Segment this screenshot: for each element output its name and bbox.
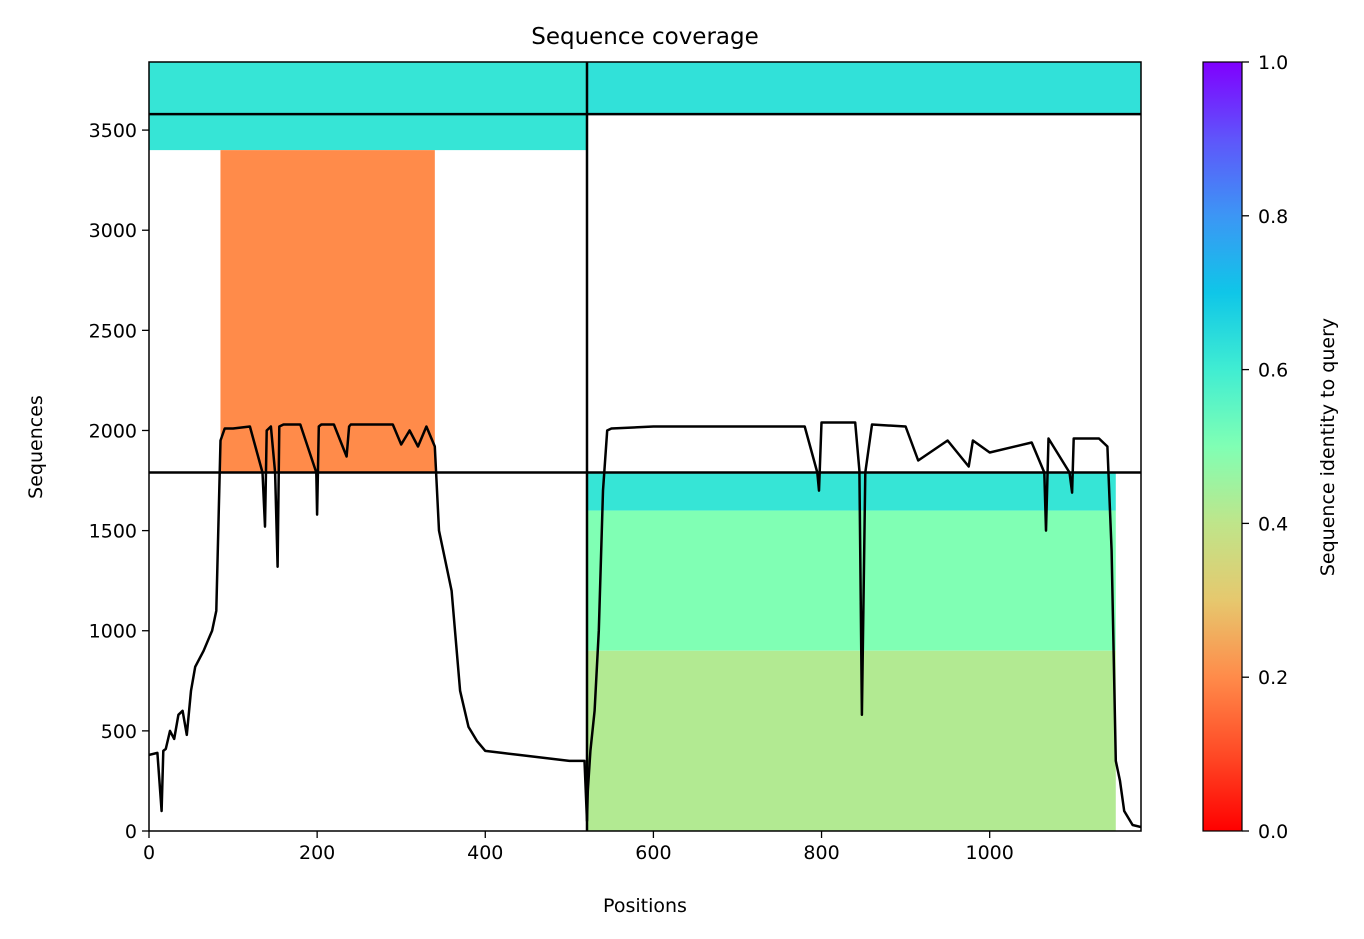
colorbar-tick-label: 0.8 (1258, 206, 1288, 228)
x-tick-label: 800 (803, 842, 839, 864)
y-tick-label: 2000 (89, 420, 137, 442)
y-axis-ticks: 0 500 1000 1500 2000 2500 3000 3500 (89, 120, 149, 843)
y-tick-label: 1000 (89, 621, 137, 643)
y-tick-label: 0 (125, 821, 137, 843)
x-tick-label: 0 (143, 842, 155, 864)
colorbar-tick-label: 0.0 (1258, 821, 1288, 843)
divider-lines (149, 62, 1141, 831)
coverage-block-top-right (586, 62, 1141, 115)
colorbar-ticks: 0.0 0.2 0.4 0.6 0.8 1.0 (1242, 52, 1288, 843)
coverage-line (149, 421, 1141, 829)
y-tick-label: 3000 (89, 220, 137, 242)
colorbar-tick-label: 1.0 (1258, 52, 1288, 74)
colorbar-tick-label: 0.6 (1258, 360, 1288, 382)
y-tick-label: 3500 (89, 120, 137, 142)
colorbar-tick-label: 0.2 (1258, 667, 1288, 689)
coverage-block-bottom-right (586, 510, 1116, 651)
x-axis-label: Positions (603, 895, 687, 917)
plot-area (149, 62, 1141, 831)
x-tick-label: 600 (635, 842, 671, 864)
x-tick-label: 1000 (965, 842, 1013, 864)
colorbar (1202, 61, 1243, 832)
x-axis-ticks: 0 200 400 600 800 1000 (143, 831, 1014, 864)
coverage-block-bottom-right (586, 650, 1116, 831)
coverage-block-middle-left (220, 150, 435, 473)
plot-frame (148, 61, 1142, 832)
chart-title: Sequence coverage (531, 24, 759, 50)
coverage-block-bottom-right (586, 472, 1116, 511)
y-tick-label: 500 (101, 721, 137, 743)
x-tick-label: 200 (299, 842, 335, 864)
colorbar-tick-label: 0.4 (1258, 513, 1288, 535)
x-tick-label: 400 (467, 842, 503, 864)
y-axis-label: Sequences (25, 395, 47, 499)
y-tick-label: 1500 (89, 521, 137, 543)
y-tick-label: 2500 (89, 320, 137, 342)
coverage-block-top-left (149, 114, 587, 151)
coverage-block-top-left (149, 62, 587, 115)
coverage-blocks (149, 62, 1141, 831)
colorbar-label: Sequence identity to query (1317, 318, 1339, 576)
